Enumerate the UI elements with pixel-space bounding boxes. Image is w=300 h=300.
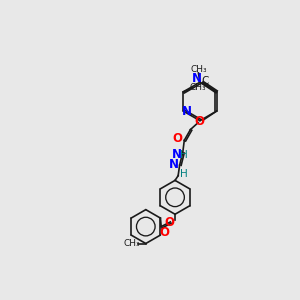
Text: N: N (169, 158, 179, 172)
Text: N: N (192, 72, 202, 85)
Text: N: N (182, 105, 192, 118)
Text: H: H (180, 169, 188, 179)
Text: O: O (159, 226, 169, 239)
Text: O: O (172, 131, 182, 145)
Text: C: C (201, 76, 209, 86)
Text: CH₃: CH₃ (190, 83, 206, 92)
Text: CH₃: CH₃ (190, 64, 207, 74)
Text: O: O (165, 216, 175, 229)
Text: N: N (172, 148, 182, 161)
Text: H: H (180, 150, 188, 160)
Text: O: O (195, 116, 205, 128)
Text: CH₃: CH₃ (124, 239, 140, 248)
